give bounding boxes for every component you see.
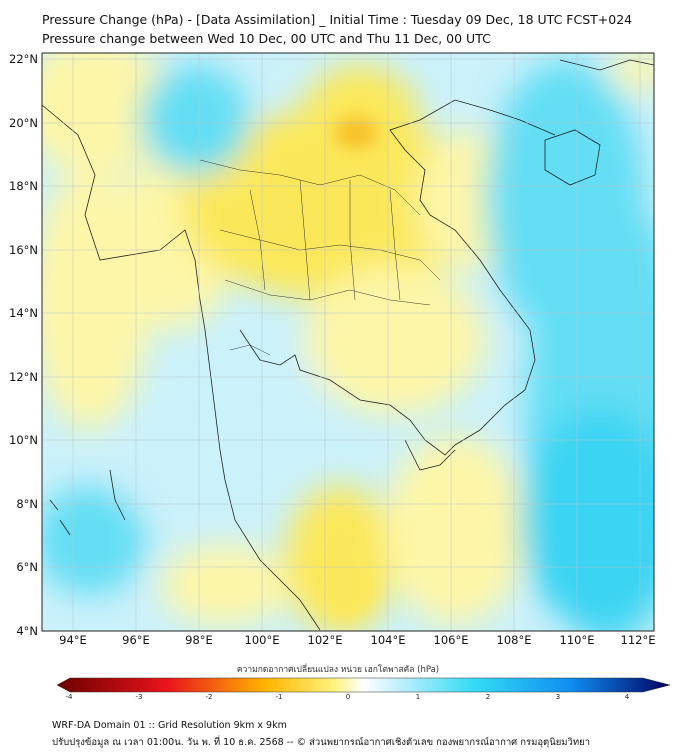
colorbar-tick: -4 — [65, 693, 73, 701]
lon-label: 94°E — [59, 633, 87, 647]
map-subtitle: Pressure change between Wed 10 Dec, 00 U… — [42, 31, 491, 46]
lon-label: 110°E — [559, 633, 595, 647]
footer-credit: ปรับปรุงข้อมูล ณ เวลา 01:00น. วัน พ. ที่… — [52, 737, 591, 748]
lon-label: 96°E — [122, 633, 150, 647]
colorbar-tick: 2 — [485, 693, 491, 701]
lon-label: 104°E — [370, 633, 406, 647]
colorbar-tick: 4 — [624, 693, 630, 701]
footer-model-info: WRF-DA Domain 01 :: Grid Resolution 9km … — [52, 720, 287, 731]
colorbar-tick: -1 — [275, 693, 283, 701]
colorbar-tick: 1 — [415, 693, 421, 701]
lon-label: 108°E — [496, 633, 532, 647]
pressure-field — [42, 53, 654, 631]
lon-label: 100°E — [244, 633, 280, 647]
coastlines — [42, 59, 654, 631]
map-title: Pressure Change (hPa) - [Data Assimilati… — [42, 12, 633, 27]
colorbar-tick: 0 — [345, 693, 351, 701]
colorbar-caption: ความกดอากาศเปลี่ยนแปลง หน่วย เฮกโตพาสคัล… — [236, 665, 440, 675]
lat-label: 20°N — [9, 116, 38, 130]
lat-label: 22°N — [9, 52, 38, 66]
lat-label: 12°N — [9, 370, 38, 384]
lat-label: 4°N — [16, 624, 38, 638]
colorbar-tick: -3 — [135, 693, 143, 701]
lon-label: 112°E — [620, 633, 656, 647]
lon-label: 98°E — [185, 633, 213, 647]
colorbar — [56, 677, 671, 693]
lat-label: 8°N — [16, 497, 38, 511]
lat-label: 16°N — [9, 243, 38, 257]
lat-label: 6°N — [16, 560, 38, 574]
colorbar-tick: 3 — [555, 693, 561, 701]
lat-label: 14°N — [9, 306, 38, 320]
lat-label: 18°N — [9, 179, 38, 193]
lat-label: 10°N — [9, 433, 38, 447]
lon-label: 106°E — [433, 633, 469, 647]
lon-label: 102°E — [307, 633, 343, 647]
colorbar-tick: -2 — [205, 693, 213, 701]
plot-frame — [41, 52, 655, 632]
graticule — [42, 53, 654, 631]
